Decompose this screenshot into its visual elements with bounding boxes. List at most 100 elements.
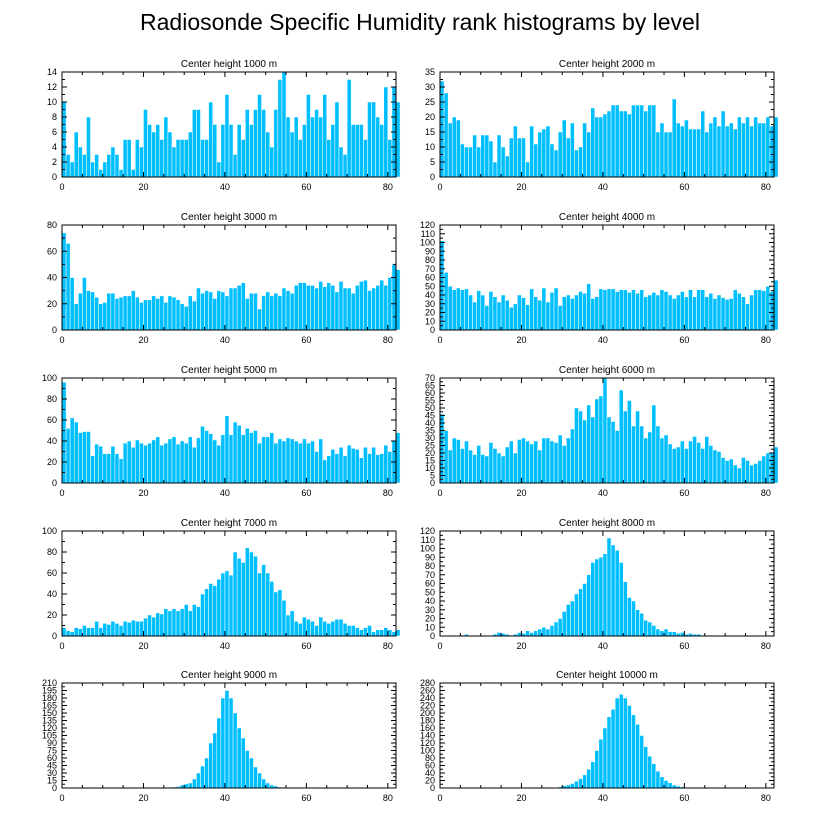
bar: [240, 737, 246, 789]
bar: [387, 629, 393, 637]
bar: [549, 440, 555, 484]
bar: [606, 288, 612, 331]
bar: [310, 440, 315, 484]
bar: [147, 614, 152, 637]
bar: [598, 116, 604, 178]
bar: [529, 125, 534, 178]
bar: [135, 439, 140, 484]
bar: [680, 125, 685, 178]
bar: [557, 618, 563, 637]
bar: [582, 419, 587, 484]
bar: [306, 442, 311, 484]
bar: [663, 780, 669, 789]
bar: [118, 625, 124, 637]
y-tick-label: 20: [47, 610, 57, 620]
bar: [655, 131, 661, 178]
bar: [537, 131, 543, 178]
y-tick-label: 80: [47, 394, 57, 404]
y-tick-label: 0: [430, 783, 435, 793]
bar: [667, 631, 673, 637]
bar: [216, 717, 222, 789]
x-tick-label: 0: [437, 793, 442, 803]
bar: [179, 139, 185, 178]
bar: [167, 610, 173, 637]
bar: [310, 285, 315, 331]
bar: [257, 94, 262, 178]
bar: [700, 448, 706, 484]
bar: [496, 301, 502, 331]
bar: [472, 134, 477, 178]
bar: [171, 436, 177, 484]
bar: [297, 282, 303, 331]
bar: [200, 765, 205, 789]
y-tick-label: 65: [425, 381, 435, 391]
bar: [118, 169, 124, 178]
bar: [680, 440, 685, 484]
bar: [73, 131, 79, 178]
bar: [451, 437, 457, 484]
bar: [240, 562, 246, 637]
bar: [220, 572, 226, 637]
bar: [488, 442, 494, 484]
bar: [61, 232, 67, 331]
x-tick-label: 40: [220, 641, 230, 651]
bar: [139, 442, 144, 484]
bar: [196, 606, 201, 637]
bar: [236, 285, 242, 331]
bar: [98, 169, 103, 178]
bar: [208, 433, 213, 484]
bar: [371, 101, 376, 178]
panel-title: Center height 6000 m: [559, 365, 655, 376]
bar: [647, 104, 653, 178]
bar: [618, 389, 624, 484]
bar: [631, 600, 636, 637]
bar: [151, 131, 156, 178]
y-tick-label: 0: [52, 325, 57, 335]
bar: [631, 425, 636, 484]
bar: [541, 437, 547, 484]
bar: [350, 625, 356, 637]
y-tick-label: 25: [425, 97, 435, 107]
bar: [65, 428, 71, 484]
bar: [65, 243, 71, 331]
bar: [456, 287, 461, 331]
y-tick-label: 30: [425, 605, 435, 615]
x-tick-label: 20: [516, 641, 526, 651]
bar: [204, 290, 209, 331]
bar: [570, 428, 575, 484]
y-tick-label: 40: [47, 273, 57, 283]
bar: [73, 627, 79, 637]
bar: [139, 302, 144, 331]
bar: [224, 94, 230, 178]
x-tick-label: 0: [437, 182, 442, 192]
bar: [606, 416, 612, 484]
bar: [330, 449, 336, 484]
y-tick-label: 20: [425, 614, 435, 624]
y-tick-label: 10: [425, 463, 435, 473]
bar: [371, 631, 376, 637]
bar: [639, 613, 644, 637]
bar: [82, 277, 87, 331]
bar: [500, 146, 506, 178]
panels: Center height 1000 m0 20 40 60 8002468101214…: [42, 59, 779, 803]
bar: [208, 101, 213, 178]
bar: [696, 289, 701, 331]
panel-2: Center height 2000 m 0 20 40 60 80 0 5 10 15 20 25 3…: [425, 59, 779, 192]
bar: [655, 425, 661, 484]
bar: [273, 109, 279, 178]
bar: [708, 293, 714, 331]
bar: [582, 293, 587, 331]
bar: [627, 597, 632, 637]
y-tick-label: 90: [47, 738, 57, 748]
bar: [175, 443, 181, 484]
bar: [561, 611, 567, 637]
bar: [314, 109, 319, 178]
bar: [126, 139, 132, 178]
bar: [549, 625, 555, 637]
bar: [94, 296, 99, 331]
bar: [228, 574, 234, 637]
bar: [395, 629, 401, 637]
bar: [529, 632, 534, 637]
y-tick-label: 210: [42, 678, 57, 688]
bar: [159, 139, 165, 178]
